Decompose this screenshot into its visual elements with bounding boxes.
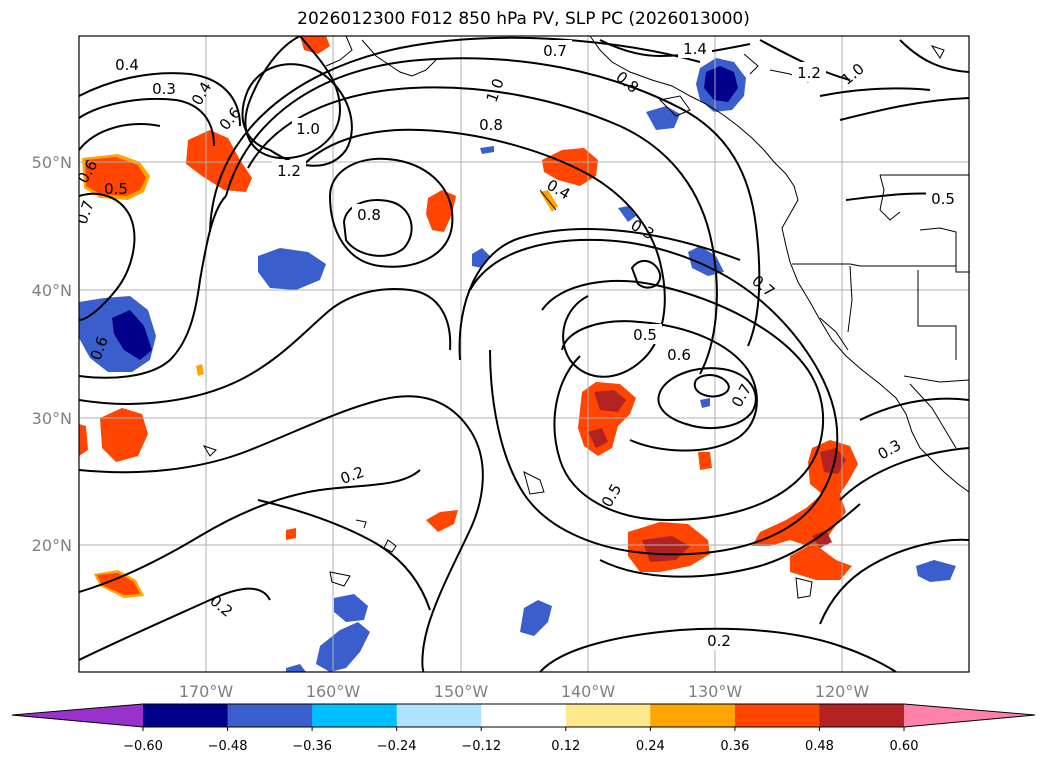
contour-label: 0.3 <box>152 80 176 98</box>
contour-label: 1.2 <box>797 64 821 82</box>
contour-label: 0.6 <box>667 346 691 364</box>
colorbar-tick-label: −0.60 <box>123 739 163 754</box>
colorbar-segment <box>819 704 905 727</box>
colorbar-segment <box>650 704 736 727</box>
contour-label: 0.2 <box>707 632 731 650</box>
latitude-labels: 50°N 40°N 30°N 20°N <box>32 153 72 555</box>
pv-anomaly-fills <box>79 36 956 672</box>
longitude-labels: 170°W 160°W 150°W 140°W 130°W 120°W <box>179 682 870 701</box>
colorbar-segment <box>565 704 651 727</box>
map-frame <box>78 35 970 673</box>
contour-label: 0.5 <box>104 180 128 198</box>
lon-label: 120°W <box>815 682 870 701</box>
colorbar-tick-label: −0.12 <box>461 739 501 754</box>
contour-label: 1.0 <box>296 120 320 138</box>
lat-label: 50°N <box>32 153 72 172</box>
map-title: 2026012300 F012 850 hPa PV, SLP PC (2026… <box>297 9 750 29</box>
colorbar-segment <box>143 704 229 727</box>
map-plot-area: 0.4 0.3 0.4 0.6 1.0 1.2 0.8 0.6 0.5 0.7 … <box>79 36 969 672</box>
colorbar-extend-high <box>904 704 1035 727</box>
contour-label: 0.8 <box>479 116 503 134</box>
colorbar-tick-label: −0.36 <box>292 739 332 754</box>
contour-label: 0.5 <box>931 190 955 208</box>
colorbar-tick-label: 0.36 <box>720 739 749 754</box>
contour-label: 0.7 <box>543 42 567 60</box>
colorbar-tick-label: 0.12 <box>551 739 580 754</box>
lon-label: 140°W <box>561 682 616 701</box>
lon-label: 170°W <box>179 682 234 701</box>
colorbar-tick-label: 0.24 <box>636 739 665 754</box>
contour-label: 1.2 <box>277 162 301 180</box>
lon-label: 130°W <box>688 682 743 701</box>
colorbar-segment <box>227 704 313 727</box>
colorbar-extend-low <box>12 704 143 727</box>
slp-contours <box>79 36 969 672</box>
colorbar-tick-label: 0.48 <box>805 739 834 754</box>
colorbar-segment <box>481 704 567 727</box>
lat-label: 40°N <box>32 281 72 300</box>
contour-label: 0.8 <box>357 206 381 224</box>
colorbar-segments <box>12 704 1035 727</box>
contour-label: 0.4 <box>115 56 139 74</box>
colorbar-tick-label: 0.60 <box>890 739 919 754</box>
lon-label: 150°W <box>434 682 489 701</box>
coastlines <box>202 36 969 599</box>
colorbar-tick-label: −0.24 <box>377 739 417 754</box>
colorbar-segment <box>312 704 398 727</box>
contour-label: 0.5 <box>633 326 657 344</box>
lat-label: 20°N <box>32 536 72 555</box>
colorbar-tick-label: −0.48 <box>208 739 248 754</box>
colorbar-ticks: −0.60 −0.48 −0.36 −0.24 −0.12 0.12 0.24 0.36 0.4… <box>123 727 918 754</box>
lat-label: 30°N <box>32 409 72 428</box>
colorbar: −0.60 −0.48 −0.36 −0.24 −0.12 0.12 0.24 0.36 0.4… <box>11 703 1036 754</box>
contour-label: 1.4 <box>683 40 707 58</box>
colorbar-segment <box>734 704 820 727</box>
colorbar-segment <box>396 704 482 727</box>
lon-label: 160°W <box>306 682 361 701</box>
